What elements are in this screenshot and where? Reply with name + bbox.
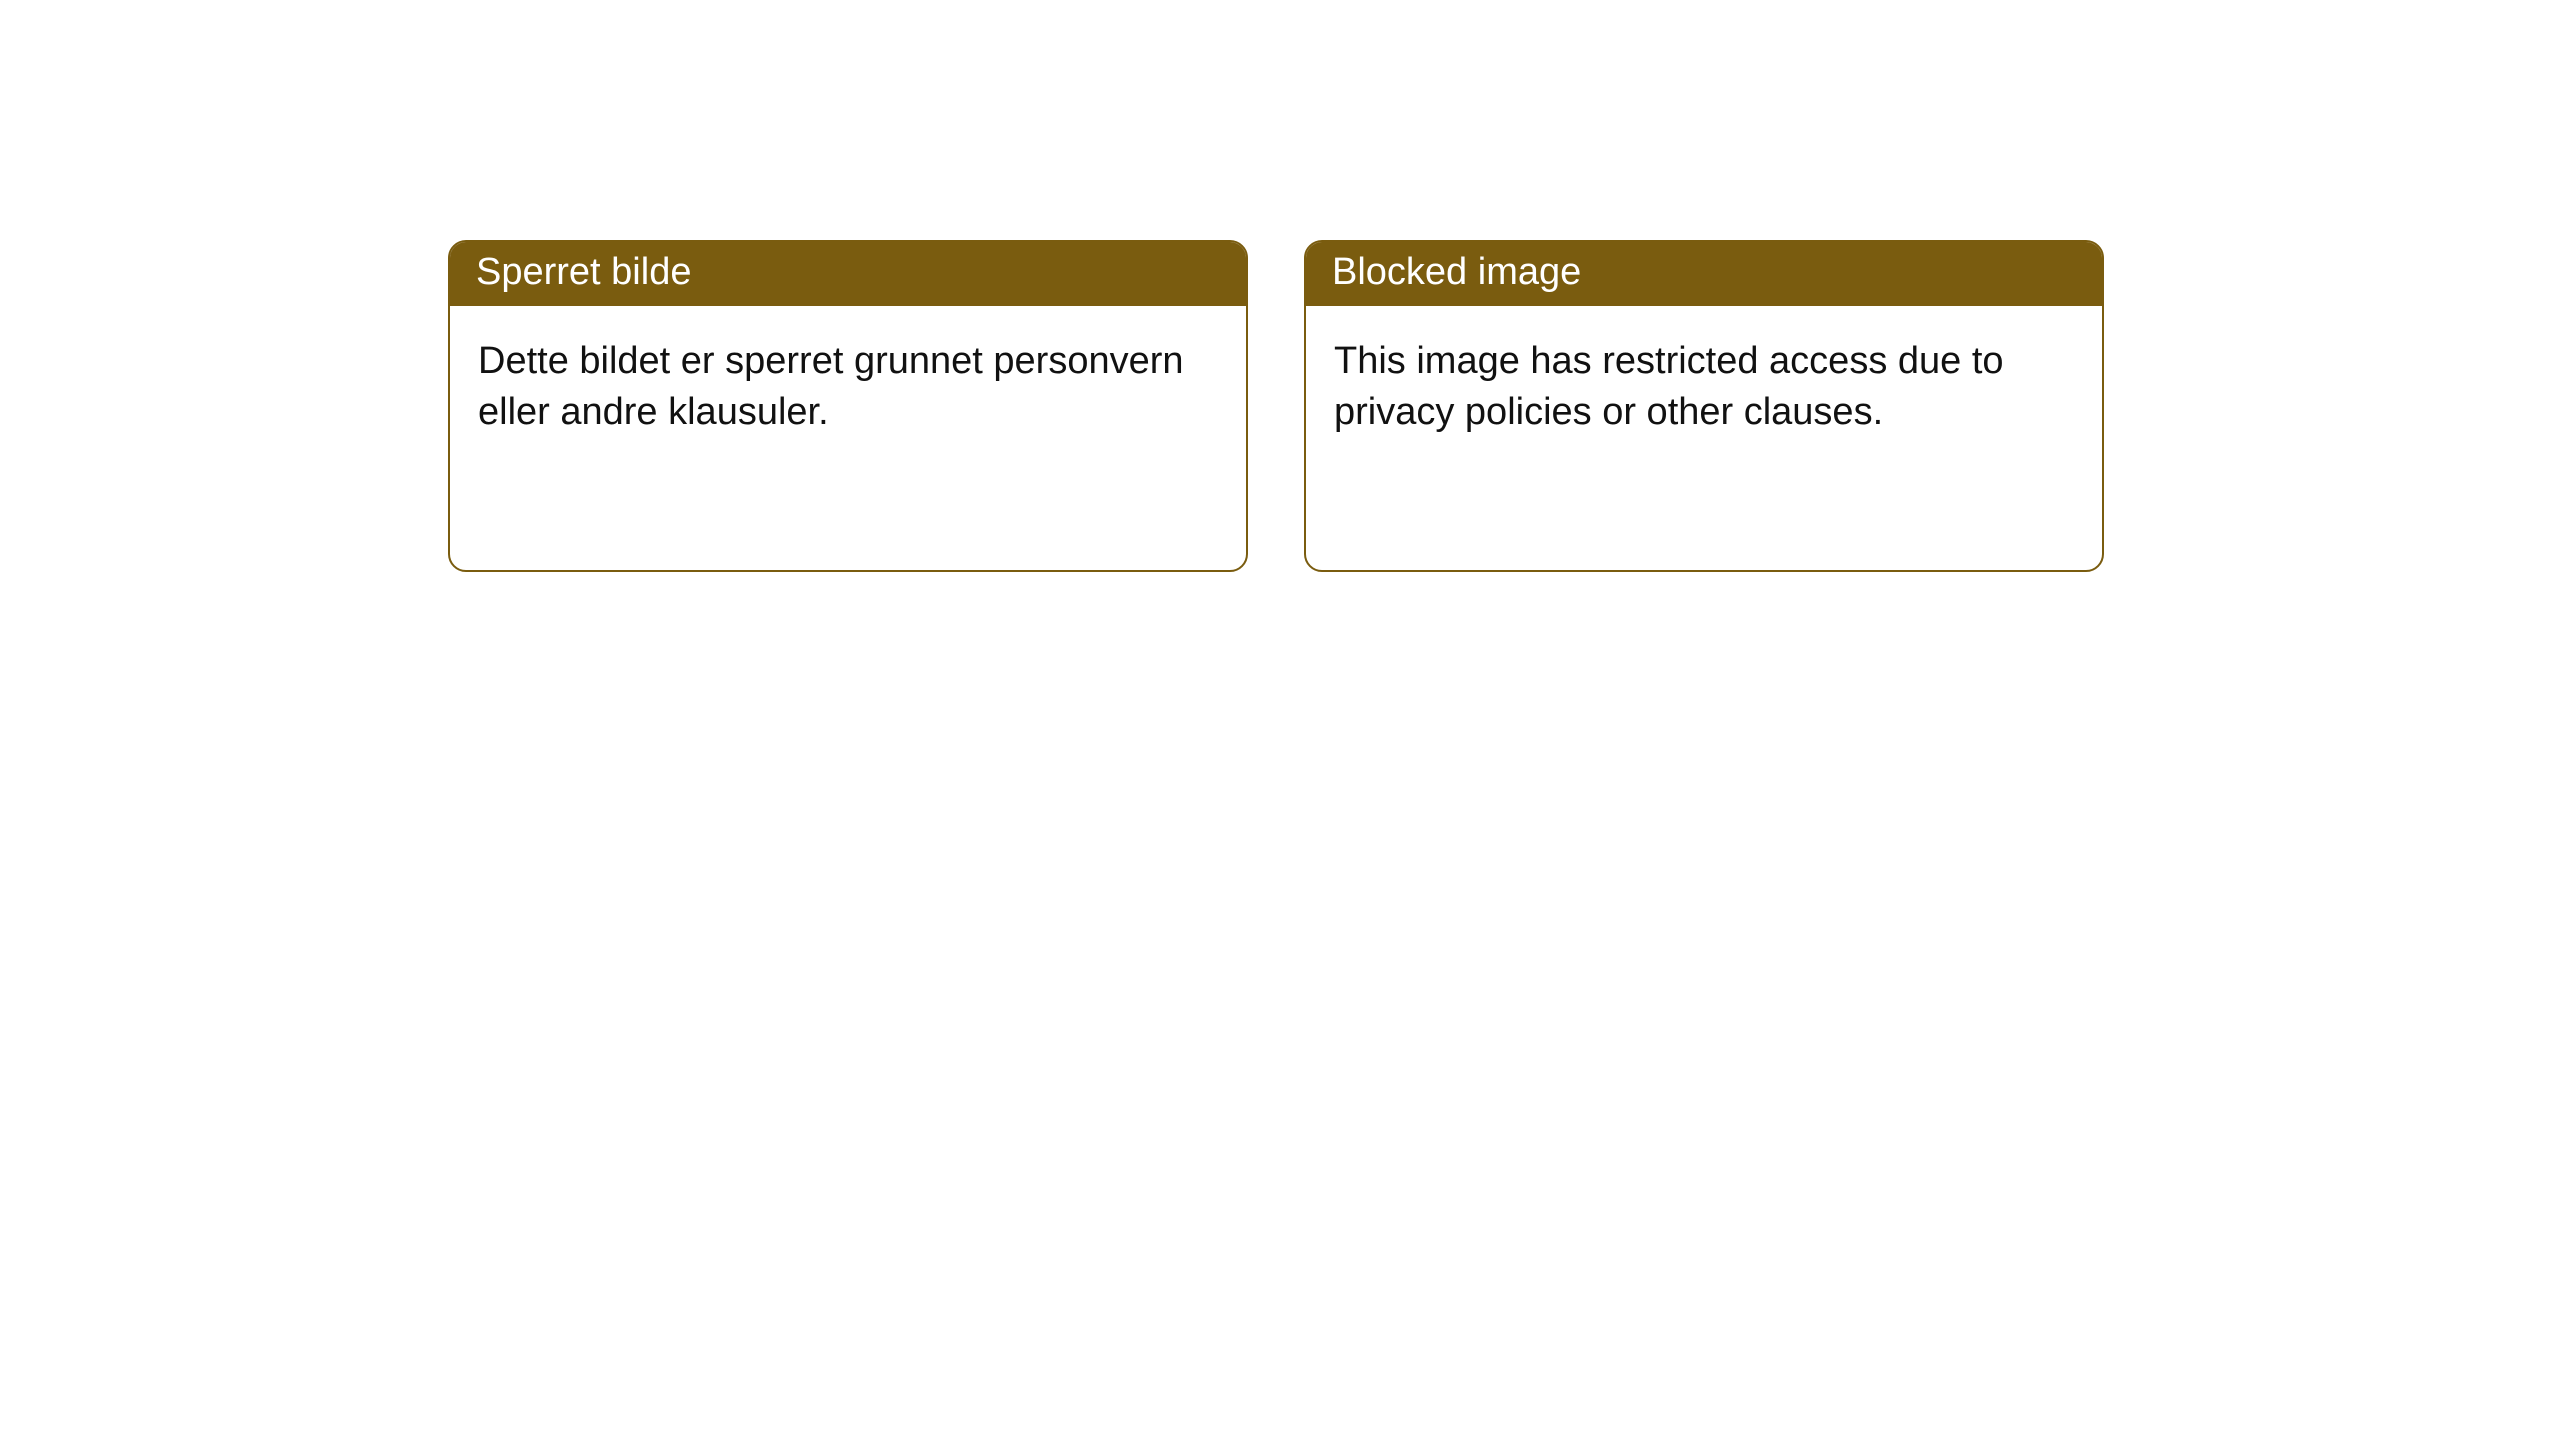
card-body: Dette bildet er sperret grunnet personve… <box>450 306 1246 469</box>
card-header: Blocked image <box>1306 242 2102 306</box>
card-title: Sperret bilde <box>476 251 691 293</box>
card-body-text: Dette bildet er sperret grunnet personve… <box>478 336 1218 439</box>
notice-card-norwegian: Sperret bilde Dette bildet er sperret gr… <box>448 240 1248 572</box>
notice-card-english: Blocked image This image has restricted … <box>1304 240 2104 572</box>
card-header: Sperret bilde <box>450 242 1246 306</box>
notice-container: Sperret bilde Dette bildet er sperret gr… <box>0 0 2560 572</box>
card-body-text: This image has restricted access due to … <box>1334 336 2074 439</box>
card-body: This image has restricted access due to … <box>1306 306 2102 469</box>
card-title: Blocked image <box>1332 251 1581 293</box>
